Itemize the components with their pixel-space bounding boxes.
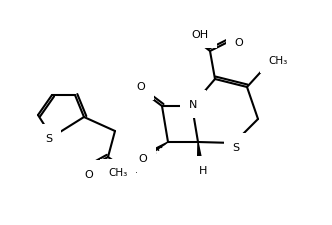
Text: O: O xyxy=(85,169,93,179)
Text: S: S xyxy=(232,142,240,152)
Text: N: N xyxy=(189,99,197,110)
Text: OH: OH xyxy=(192,30,208,40)
Text: O: O xyxy=(235,38,243,48)
Text: O: O xyxy=(137,82,145,92)
Text: O: O xyxy=(139,153,147,163)
Text: NH: NH xyxy=(122,164,138,174)
Text: H: H xyxy=(199,165,207,175)
Polygon shape xyxy=(131,142,168,166)
Text: S: S xyxy=(45,133,52,143)
Text: CH₃: CH₃ xyxy=(108,167,127,177)
Polygon shape xyxy=(198,142,203,164)
Text: CH₃: CH₃ xyxy=(268,56,288,66)
